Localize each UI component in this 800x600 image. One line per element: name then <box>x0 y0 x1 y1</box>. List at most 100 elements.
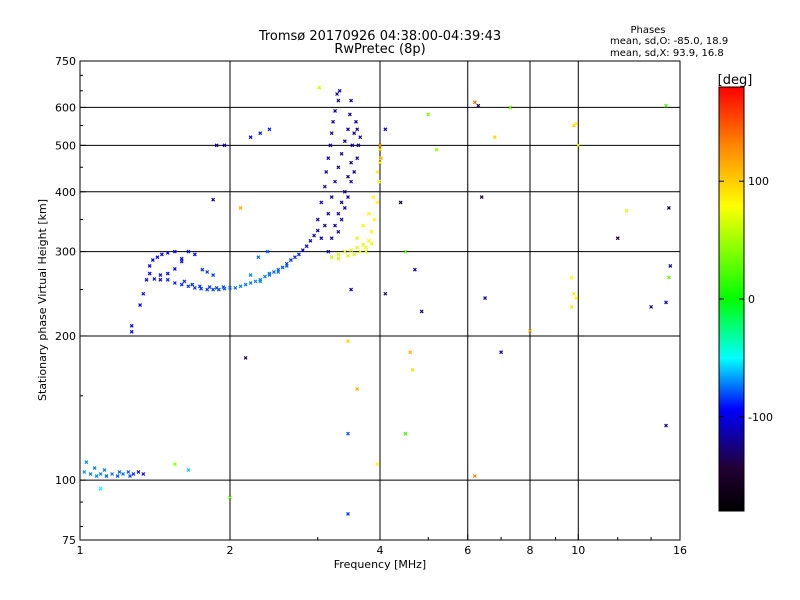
data-point <box>342 189 347 194</box>
data-point <box>329 236 334 241</box>
data-point <box>664 103 668 108</box>
x-tick-label: 16 <box>673 544 687 557</box>
data-point <box>126 470 131 474</box>
data-point <box>265 249 270 254</box>
data-point <box>326 156 331 161</box>
data-point <box>476 103 481 108</box>
data-point <box>192 252 197 257</box>
data-point <box>317 85 322 90</box>
x-tick-label: 10 <box>571 544 585 557</box>
data-point <box>371 195 376 199</box>
data-point <box>649 304 654 309</box>
data-point <box>336 98 341 103</box>
data-point <box>355 156 360 161</box>
plot-area: 1 2 4 6 8 10 16 75 100 200 300 400 500 600 750 <box>55 55 687 557</box>
data-point <box>271 270 276 274</box>
grid-lines <box>80 61 680 540</box>
data-point <box>179 256 184 261</box>
y-tick-label: 75 <box>62 534 76 547</box>
data-point <box>304 244 309 249</box>
data-point <box>335 92 339 96</box>
data-point <box>499 350 504 355</box>
data-point <box>144 277 149 282</box>
data-point <box>574 296 579 300</box>
data-point <box>172 249 177 254</box>
data-point <box>472 474 477 478</box>
data-point <box>129 323 134 328</box>
data-points <box>82 85 673 516</box>
data-point <box>666 206 671 210</box>
data-point <box>248 135 253 140</box>
data-point <box>199 286 204 291</box>
data-point <box>326 211 331 216</box>
data-point <box>131 472 136 476</box>
y-tick-label: 500 <box>55 139 76 152</box>
data-point <box>329 195 334 199</box>
x-axis-label: Frequency [MHz] <box>334 558 426 571</box>
data-point <box>355 245 360 250</box>
data-point <box>211 287 216 292</box>
data-point <box>276 270 281 274</box>
data-point <box>569 304 574 309</box>
data-point <box>349 160 354 165</box>
data-point <box>352 170 357 174</box>
data-point <box>528 328 532 333</box>
data-point <box>346 431 350 436</box>
data-point <box>339 151 344 156</box>
data-point <box>155 255 160 260</box>
data-point <box>115 474 120 478</box>
data-point <box>408 350 413 355</box>
data-point <box>624 208 629 213</box>
data-point <box>615 236 620 241</box>
data-point <box>358 249 363 254</box>
data-point <box>369 229 374 234</box>
data-point <box>355 387 360 391</box>
data-point <box>165 277 170 282</box>
data-point <box>419 309 424 314</box>
y-tick-label: 200 <box>55 330 76 343</box>
data-point <box>333 179 337 184</box>
data-point <box>319 236 324 241</box>
colorbar-tick-label: 100 <box>748 175 769 188</box>
data-point <box>331 119 335 124</box>
data-point <box>355 236 360 241</box>
data-point <box>356 143 361 148</box>
chart-title: Tromsø 20170926 04:38:00-04:39:43 <box>258 29 501 44</box>
data-point <box>358 135 363 140</box>
data-point <box>574 121 579 126</box>
y-tick-label: 300 <box>55 246 76 259</box>
data-point <box>336 165 341 170</box>
data-point <box>361 242 366 247</box>
data-point <box>110 472 115 476</box>
data-point <box>158 277 163 282</box>
data-point <box>364 249 368 254</box>
data-point <box>172 462 177 467</box>
data-point <box>248 273 253 278</box>
data-point <box>322 223 327 228</box>
data-point <box>434 147 439 152</box>
data-point <box>333 223 337 228</box>
x-tick-label: 4 <box>377 544 384 557</box>
data-point <box>383 291 388 296</box>
data-point <box>346 174 350 179</box>
data-point <box>150 258 155 263</box>
data-point <box>117 470 122 474</box>
x-tick-label: 8 <box>527 544 534 557</box>
data-point <box>141 291 146 296</box>
data-point <box>398 200 403 205</box>
data-point <box>300 248 305 253</box>
data-point <box>472 100 477 105</box>
data-point <box>262 274 267 279</box>
data-point <box>403 249 408 254</box>
data-point <box>186 249 191 254</box>
data-point <box>179 282 184 287</box>
data-point <box>147 264 152 268</box>
data-point <box>342 249 347 254</box>
data-point <box>350 143 355 148</box>
y-tick-label: 100 <box>55 474 76 487</box>
data-point <box>346 253 350 258</box>
data-point <box>346 195 350 199</box>
data-point <box>315 217 320 222</box>
data-point <box>293 255 297 260</box>
data-point <box>329 255 334 260</box>
